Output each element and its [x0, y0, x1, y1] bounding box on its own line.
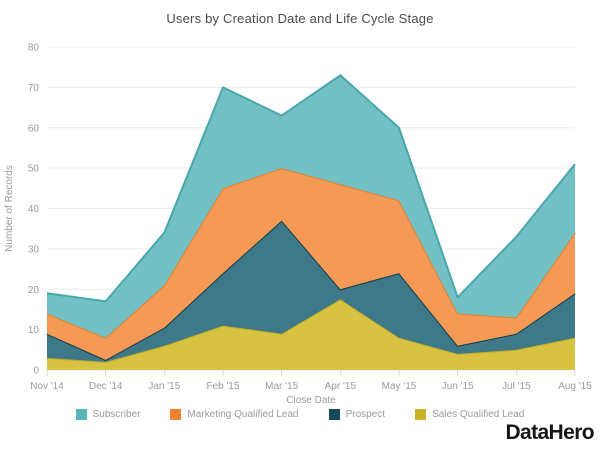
- y-tick-label: 40: [28, 204, 40, 215]
- x-tick-label: Dec '14: [89, 381, 123, 392]
- legend-swatch-prospect: [328, 409, 340, 420]
- x-tick-label: May '15: [382, 381, 417, 392]
- legend-swatch-sales-qualified-lead: [415, 409, 427, 420]
- x-tick-label: Feb '15: [206, 381, 239, 392]
- area-prospect: [47, 220, 575, 362]
- legend-item-marketing-qualified-lead: Marketing Qualified Lead: [170, 409, 299, 420]
- x-tick-label: Jul '15: [502, 381, 531, 392]
- legend-item-subscriber: Subscriber: [75, 409, 141, 420]
- datahero-logo: DataHero: [505, 421, 594, 444]
- y-tick-label: 50: [28, 164, 40, 175]
- y-tick-label: 0: [33, 366, 39, 377]
- legend-label: Marketing Qualified Lead: [187, 409, 299, 420]
- legend-item-sales-qualified-lead: Sales Qualified Lead: [415, 409, 524, 420]
- legend-label: Prospect: [345, 409, 386, 420]
- stacked-area-plot: 0 10 20 30 40 50 60 70 80 Nov '14 Dec '14 Jan '15 Fe…: [4, 43, 592, 406]
- legend-label: Sales Qualified Lead: [432, 409, 525, 420]
- x-axis-title: Close Date: [286, 395, 336, 405]
- legend-swatch-marketing-qualified-lead: [170, 409, 182, 420]
- chart-legend: Subscriber Marketing Qualified Lead Prospe…: [0, 409, 600, 420]
- x-tick-label: Jan '15: [148, 381, 180, 392]
- x-tick-label: Aug '15: [558, 381, 592, 392]
- line-subscriber: [46, 74, 576, 303]
- x-tick-label: Mar '15: [265, 381, 298, 392]
- x-tick-label: Apr '15: [325, 381, 357, 392]
- legend-label: Subscriber: [92, 409, 141, 420]
- y-tick-label: 60: [28, 123, 40, 134]
- y-tick-label: 70: [28, 83, 40, 94]
- area-sales-qualified-lead: [47, 299, 575, 370]
- area-marketing-qualified-lead: [47, 168, 575, 360]
- y-tick-label: 20: [28, 285, 40, 296]
- x-tick-label: Nov '14: [30, 381, 64, 392]
- x-tick-label: Jun '15: [442, 381, 474, 392]
- legend-swatch-subscriber: [75, 409, 87, 420]
- chart-title: Users by Creation Date and Life Cycle St…: [166, 11, 434, 26]
- y-axis-title: Number of Records: [4, 165, 15, 252]
- y-tick-label: 10: [28, 325, 40, 336]
- x-axis: Nov '14 Dec '14 Jan '15 Feb '15 Mar '15 Apr '…: [30, 370, 592, 392]
- area-series: [46, 74, 576, 370]
- y-tick-label: 30: [28, 244, 40, 255]
- area-subscriber: [47, 75, 575, 338]
- legend-item-prospect: Prospect: [328, 409, 386, 420]
- y-tick-label: 80: [28, 43, 40, 54]
